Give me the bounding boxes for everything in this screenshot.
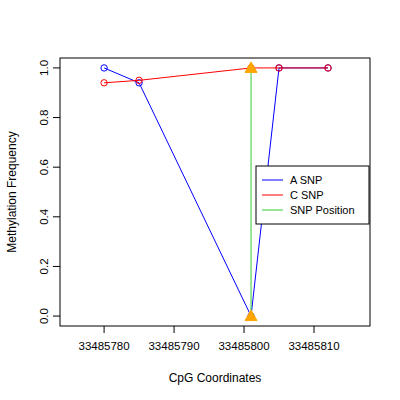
y-axis-label: Methylation Frequency bbox=[5, 131, 19, 252]
y-tick-label: 0.0 bbox=[38, 308, 50, 324]
y-tick bbox=[53, 117, 60, 118]
series-line bbox=[104, 68, 328, 316]
legend-label: C SNP bbox=[290, 189, 324, 201]
y-tick-label: 0.8 bbox=[38, 110, 50, 126]
x-tick bbox=[244, 326, 245, 333]
y-tick-label: 0.4 bbox=[38, 208, 50, 225]
x-tick-label: 33485790 bbox=[148, 340, 199, 352]
x-tick bbox=[104, 326, 105, 333]
snp-position-line bbox=[251, 68, 252, 316]
legend-swatch bbox=[262, 195, 283, 196]
legend-box bbox=[256, 166, 369, 224]
y-tick-label: 1.0 bbox=[38, 60, 50, 76]
x-tick-label: 33485810 bbox=[288, 340, 339, 352]
y-tick bbox=[53, 67, 60, 68]
point bbox=[136, 77, 142, 83]
plot-data bbox=[101, 62, 331, 321]
plot-frame bbox=[60, 58, 370, 326]
y-tick-label: 0.6 bbox=[38, 159, 50, 175]
point bbox=[101, 65, 107, 71]
snp-marker bbox=[245, 310, 257, 321]
y-tick-label: 0.2 bbox=[38, 258, 50, 274]
x-tick bbox=[314, 326, 315, 333]
legend-label: SNP Position bbox=[290, 204, 355, 216]
legend-label: A SNP bbox=[290, 174, 322, 186]
snp-marker bbox=[245, 62, 257, 73]
series-line bbox=[104, 68, 328, 83]
x-tick bbox=[174, 326, 175, 333]
background bbox=[0, 0, 400, 400]
y-tick bbox=[53, 316, 60, 317]
y-tick bbox=[53, 266, 60, 267]
x-tick-label: 33485780 bbox=[78, 340, 129, 352]
legend-swatch bbox=[262, 210, 283, 211]
x-tick-label: 33485800 bbox=[218, 340, 269, 352]
legend-swatch bbox=[262, 180, 283, 181]
y-tick bbox=[53, 216, 60, 217]
x-axis-label: CpG Coordinates bbox=[169, 371, 262, 385]
legend: A SNP C SNP SNP Position bbox=[256, 166, 369, 224]
point bbox=[325, 65, 331, 71]
point bbox=[276, 65, 282, 71]
y-tick bbox=[53, 167, 60, 168]
point bbox=[101, 80, 107, 86]
chart: 33485780 33485790 33485800 33485810 0.0 0.2 0.… bbox=[0, 0, 400, 400]
